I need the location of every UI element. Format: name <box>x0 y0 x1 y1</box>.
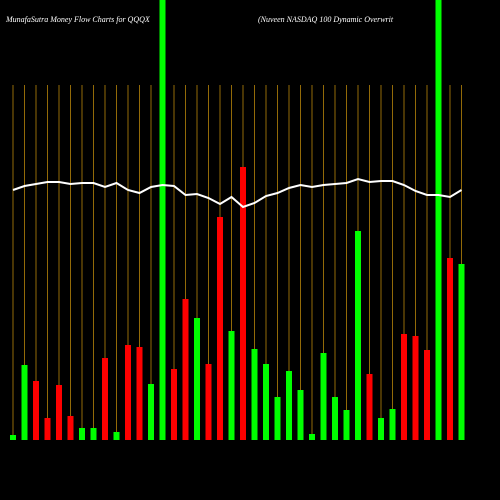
bar <box>90 428 97 440</box>
bar <box>286 371 292 440</box>
bar <box>412 336 419 440</box>
bar <box>251 349 258 440</box>
bar <box>228 331 235 440</box>
bar <box>205 364 212 440</box>
bar <box>401 334 407 440</box>
bar <box>389 409 396 440</box>
bar <box>332 397 338 440</box>
bar <box>148 384 154 440</box>
bar <box>424 350 430 440</box>
bar <box>309 434 315 440</box>
bar <box>171 369 177 440</box>
bar <box>297 390 304 440</box>
bar <box>56 385 62 440</box>
bar <box>125 345 131 440</box>
bar <box>182 299 189 440</box>
money-flow-line <box>12 177 463 209</box>
bar <box>263 364 269 440</box>
bar <box>355 231 361 440</box>
bar <box>217 217 223 440</box>
bar <box>447 258 453 440</box>
bar <box>274 397 281 440</box>
bar <box>102 358 108 440</box>
bar <box>136 347 143 440</box>
bar <box>33 381 39 440</box>
bar <box>240 167 246 440</box>
bar <box>79 428 85 440</box>
bar <box>44 418 51 440</box>
bar <box>343 410 350 440</box>
bar <box>366 374 373 440</box>
bar <box>458 264 465 440</box>
bar <box>159 0 166 440</box>
chart-subtitle: (Nuveen NASDAQ 100 Dynamic Overwrit <box>258 15 394 24</box>
bar <box>435 0 442 440</box>
bar <box>320 353 327 440</box>
chart-title: MunafaSutra Money Flow Charts for QQQX <box>5 15 151 24</box>
bar <box>194 318 200 440</box>
bar <box>21 365 28 440</box>
bar <box>113 432 120 440</box>
bar <box>378 418 384 440</box>
bar <box>67 416 74 440</box>
bar <box>10 435 16 440</box>
